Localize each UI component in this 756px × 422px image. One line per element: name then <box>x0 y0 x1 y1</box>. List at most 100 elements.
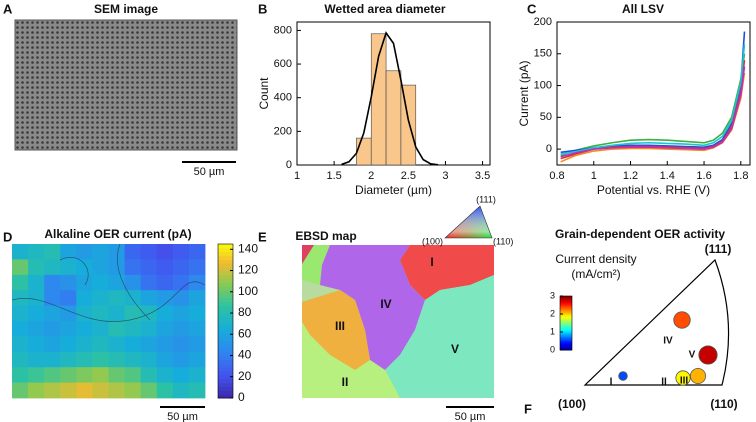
heatmap-cell <box>28 367 45 383</box>
colorbar-swatch <box>218 394 233 399</box>
x-tick-label: 1.6 <box>696 170 711 182</box>
heatmap-cell <box>108 336 125 353</box>
colorbar-swatch <box>218 347 233 353</box>
colorbar-swatch <box>218 301 233 307</box>
plot-frame <box>556 21 751 166</box>
heatmap-cell <box>156 290 174 306</box>
grain-label: V <box>451 342 459 356</box>
heatmap-cell <box>44 290 61 306</box>
heatmap-cell <box>140 259 158 276</box>
grain <box>400 245 494 300</box>
heatmap-cell <box>28 305 45 322</box>
heatmap-cell <box>76 367 93 383</box>
lsv-curve <box>560 31 746 154</box>
colorbar-swatch <box>560 337 572 340</box>
heatmap-cell <box>76 321 93 337</box>
x-tick-label: 3.5 <box>475 170 490 182</box>
heatmap-cell <box>188 382 206 399</box>
colorbar-swatch <box>560 310 572 313</box>
colorbar-swatch <box>218 340 233 345</box>
colorbar-swatch <box>560 306 572 309</box>
heatmap-cell <box>76 351 93 368</box>
heatmap-cell <box>124 244 142 260</box>
corner-label: (110) <box>710 397 737 411</box>
heatmap-cell <box>140 274 158 291</box>
y-tick-label: 400 <box>274 92 292 104</box>
ebsd-map <box>302 245 494 398</box>
colorbar-swatch <box>560 324 572 327</box>
heatmap-cell <box>44 367 61 383</box>
scale-bar-label: 50 µm <box>167 411 198 422</box>
heatmap-cell <box>76 305 93 322</box>
colorbar-frame <box>559 295 573 351</box>
grain <box>320 245 425 370</box>
colorbar-swatch <box>218 317 233 322</box>
colorbar-swatch <box>560 339 572 342</box>
colorbar-swatch <box>218 382 233 387</box>
grain-point <box>673 311 691 329</box>
panel-letter: D <box>3 229 12 244</box>
panel-title: SEM image <box>94 2 158 16</box>
heatmap-cell <box>44 382 61 399</box>
heatmap-cell <box>172 305 190 322</box>
grain-point <box>675 370 691 386</box>
colorbar-swatch <box>560 329 572 332</box>
grain-point <box>698 345 718 365</box>
heatmap-cell <box>124 274 142 291</box>
colorbar-swatch <box>218 355 233 360</box>
heatmap-cell <box>44 244 61 260</box>
heatmap-cell <box>156 259 174 276</box>
colorbar-swatch <box>218 286 233 291</box>
heatmap-cell <box>28 244 45 260</box>
sem-image <box>14 19 238 151</box>
heatmap-cell <box>156 367 174 383</box>
x-tick-label: 1 <box>294 170 300 182</box>
colorbar-swatch <box>560 316 572 319</box>
colorbar-tick-label: 0 <box>550 344 555 354</box>
colorbar-frame <box>217 243 234 399</box>
heatmap-cell <box>60 244 77 260</box>
heatmap-cell <box>28 382 45 399</box>
heatmap-cell <box>12 367 29 383</box>
heatmap-cell <box>172 274 190 291</box>
y-tick-label: 0 <box>286 159 292 171</box>
grain <box>302 290 370 370</box>
heatmap-cell <box>172 259 190 276</box>
heatmap-cell <box>124 321 142 337</box>
heatmap-cell <box>76 382 93 399</box>
colorbar-swatch <box>218 313 233 318</box>
colorbar-swatch <box>560 340 572 343</box>
y-tick-label: 600 <box>274 58 292 70</box>
colorbar-swatch <box>560 347 572 350</box>
x-tick-label: 3 <box>442 170 448 182</box>
heatmap-cell <box>92 351 109 368</box>
colorbar-swatch <box>218 309 233 314</box>
heatmap-cell <box>140 382 158 399</box>
heatmap-cell <box>108 351 125 368</box>
heatmap-cell <box>108 259 125 276</box>
heatmap-cell <box>12 244 29 260</box>
colorbar-tick-label: 20 <box>238 369 252 383</box>
x-tick-label: 2.5 <box>401 170 416 182</box>
heatmap-cell <box>172 382 190 399</box>
y-tick-label: 100 <box>534 79 552 91</box>
colorbar-swatch <box>560 312 572 315</box>
colorbar-swatch <box>218 305 233 310</box>
y-tick-label: 0 <box>546 143 552 155</box>
colorbar-swatch <box>560 331 572 333</box>
heatmap-cell <box>188 351 206 368</box>
heatmap-cell <box>188 367 206 383</box>
heatmap-cell <box>172 351 190 368</box>
panel-letter: F <box>524 401 532 416</box>
heatmap-cell <box>140 321 158 337</box>
colorbar-swatch <box>218 259 233 264</box>
colorbar-swatch <box>218 390 233 395</box>
grain-point <box>689 367 707 385</box>
colorbar-swatch <box>218 251 233 257</box>
ipf-label: (100) <box>422 236 443 246</box>
panel-letter: A <box>3 1 13 16</box>
heatmap-cell <box>60 382 77 399</box>
heatmap-cell <box>124 290 142 306</box>
colorbar-swatch <box>560 309 572 312</box>
colorbar-swatch <box>560 317 572 320</box>
